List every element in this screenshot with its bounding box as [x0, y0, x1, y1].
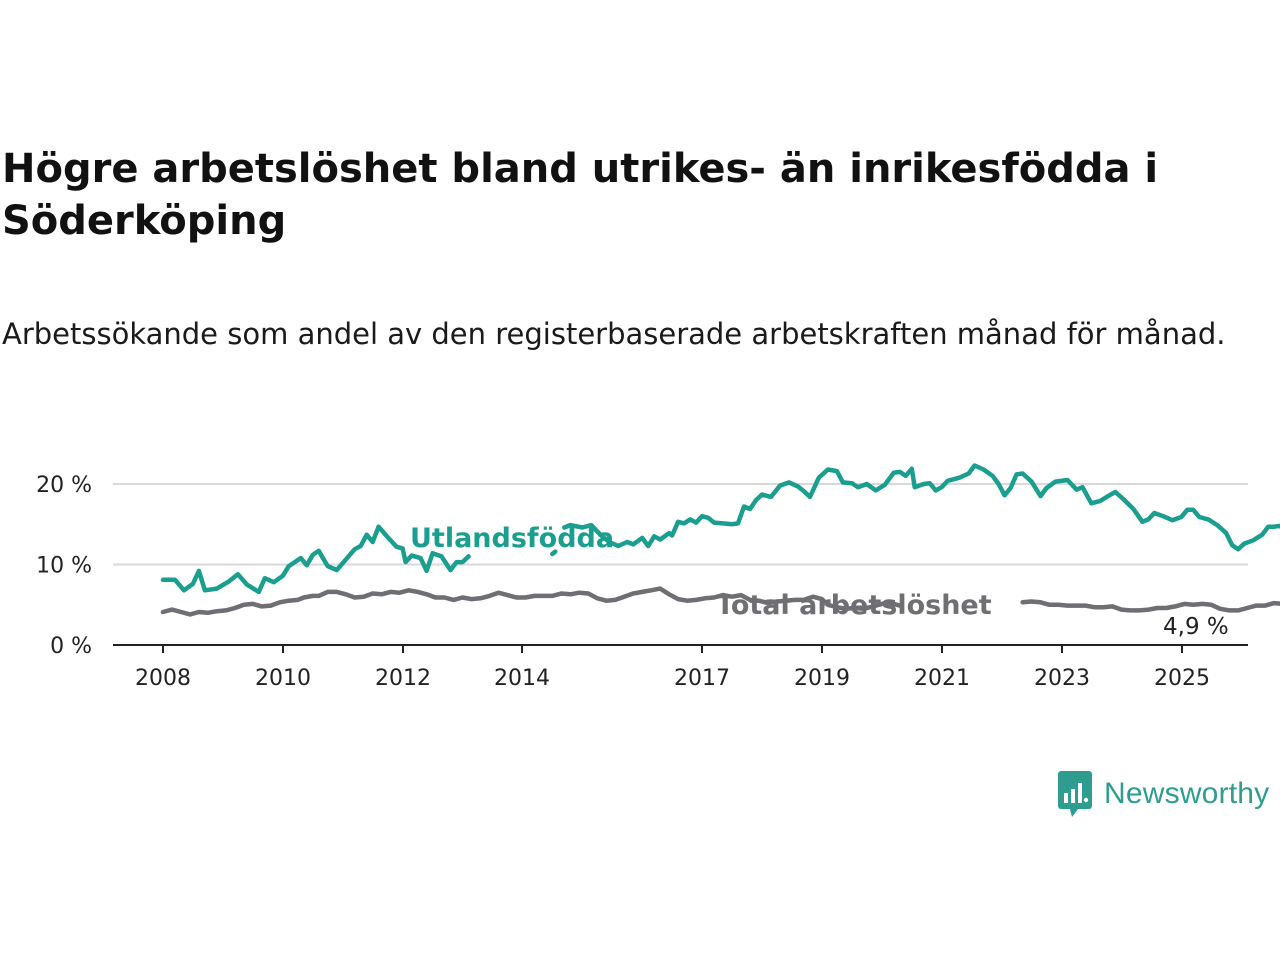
y-tick-label: 10 % [36, 554, 92, 579]
y-axis-tick-labels: 0 % 10 % 20 % [36, 473, 92, 659]
series-line [160, 586, 903, 617]
series-label-total: Total arbetslöshet [716, 590, 992, 621]
series-label-utlandsfodda: Utlandsfödda [410, 523, 614, 554]
chart-subtitle: Arbetssökande som andel av den registerb… [2, 317, 1226, 351]
line-chart: 0 % 10 % 20 % 2008 2010 2012 2014 2017 2019 2021… [36, 463, 1280, 691]
chart-series [160, 463, 1280, 617]
newsworthy-logo-icon [1058, 771, 1092, 817]
series-line [562, 463, 1280, 552]
x-tick-label: 2010 [255, 666, 311, 691]
x-tick-label: 2021 [914, 666, 970, 691]
x-axis-tick-labels: 2008 2010 2012 2014 2017 2019 2021 2023 2025 [135, 645, 1210, 691]
x-tick-label: 2025 [1154, 666, 1210, 691]
y-tick-label: 20 % [36, 473, 92, 498]
x-tick-label: 2023 [1034, 666, 1090, 691]
newsworthy-brand: Newsworthy [1058, 770, 1269, 818]
chart-annotations: Utlandsfödda Total arbetslöshet 4,9 % [410, 523, 1229, 640]
x-tick-label: 2014 [494, 666, 550, 691]
y-tick-label: 0 % [50, 634, 92, 659]
series-line [1020, 599, 1280, 613]
x-tick-label: 2019 [794, 666, 850, 691]
brand-name: Newsworthy [1104, 777, 1270, 810]
x-tick-label: 2017 [674, 666, 730, 691]
series-line [160, 524, 471, 595]
series-line [550, 549, 558, 557]
x-tick-label: 2008 [135, 666, 191, 691]
chart-title: Högre arbetslöshet bland utrikes- än inr… [2, 146, 1159, 244]
chart-gridlines [113, 483, 1248, 646]
last-value-label: 4,9 % [1163, 614, 1229, 640]
x-tick-label: 2012 [375, 666, 431, 691]
